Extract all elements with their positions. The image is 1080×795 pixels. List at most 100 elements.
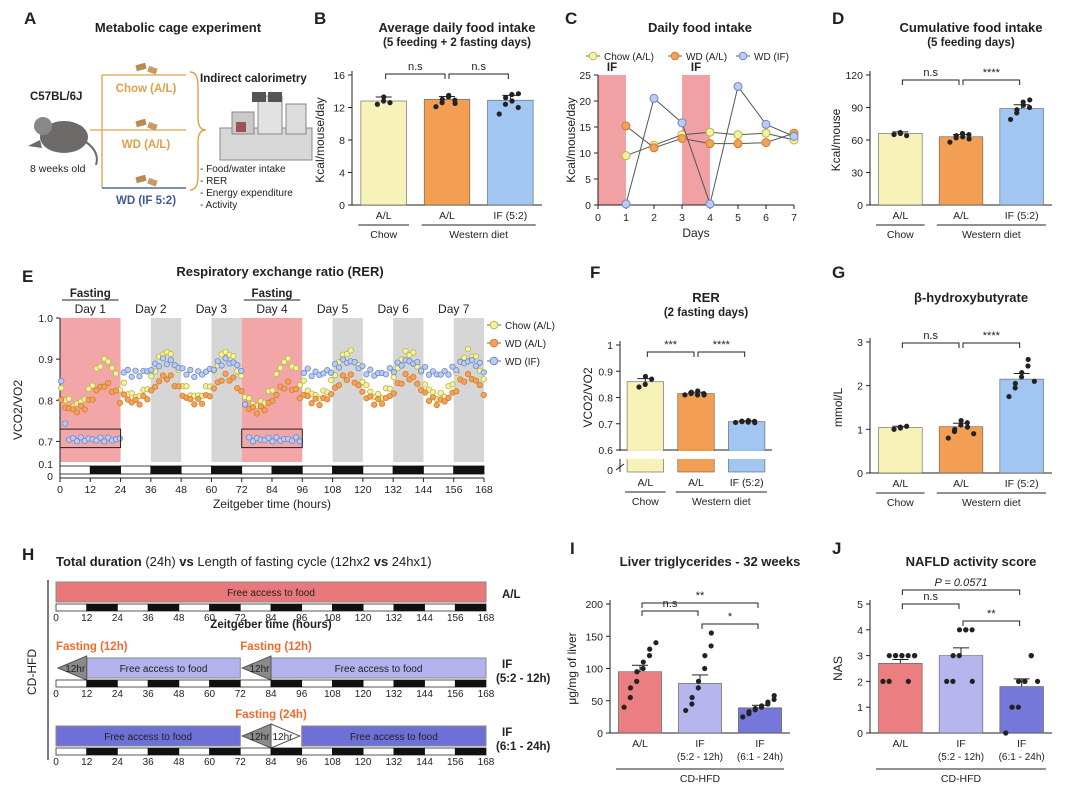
data-point [944, 678, 950, 685]
data-point [969, 627, 975, 633]
data-point [116, 399, 124, 406]
data-point [269, 387, 276, 394]
panel-B: B Average daily food intake (5 feeding + 2… [313, 9, 542, 241]
data-point [429, 368, 436, 375]
x-tick-label: 96 [296, 484, 308, 496]
light-dark-bar [362, 747, 395, 756]
measure-item: - RER [200, 176, 227, 187]
dark-phase-shade [332, 318, 363, 462]
light-dark-bar [178, 603, 210, 612]
data-point [708, 630, 714, 636]
data-point [464, 370, 472, 378]
mouse-ear [34, 117, 52, 135]
bar [999, 378, 1044, 474]
group-label: Western diet [962, 229, 1021, 241]
chart-title: RER [692, 290, 720, 305]
group-label: CD-HFD [680, 773, 721, 785]
data-point [328, 377, 335, 384]
wedge-text: 12hr [65, 664, 86, 675]
data-point [1009, 704, 1015, 710]
light-dark-bar [117, 747, 149, 756]
data-point [953, 133, 959, 139]
data-point [120, 391, 127, 398]
panel-letter: D [832, 9, 844, 28]
dark-phase-shade [150, 318, 182, 462]
strain-label: C57BL/6J [30, 91, 82, 103]
light-dark-bar [271, 465, 303, 475]
light-dark-bar [239, 603, 272, 612]
data-point [425, 371, 433, 378]
data-point [689, 694, 695, 701]
group-label: Chow [887, 229, 914, 241]
x-tick-label: 36 [143, 689, 155, 700]
data-point [1034, 678, 1041, 685]
x-tick-label: 84 [266, 484, 278, 496]
panel-letter: J [832, 539, 841, 558]
legend-marker [588, 51, 598, 61]
y-tick-label: 0 [339, 200, 345, 212]
significance-label: ** [987, 608, 996, 620]
data-point [381, 94, 387, 100]
data-point [81, 406, 88, 413]
light-dark-bar [454, 747, 487, 756]
data-point [453, 388, 460, 395]
significance-bracket [962, 620, 1021, 626]
y-tick-label: 60 [851, 135, 863, 147]
x-tick-label: 24 [112, 757, 124, 768]
data-point [292, 434, 300, 441]
light-dark-bar [301, 603, 333, 612]
significance-bracket [646, 351, 695, 357]
light-dark-bar [332, 465, 364, 475]
light-dark-bar [147, 747, 180, 756]
legend-marker [489, 356, 499, 366]
x-tick-label: 132 [386, 613, 403, 624]
light-dark-bar [55, 747, 88, 756]
x-axis-label: Days [682, 226, 709, 240]
data-point [300, 370, 307, 377]
row-sublabel: (6:1 - 24h) [496, 741, 550, 753]
data-point [402, 370, 409, 378]
significance-label: P = 0.0571 [934, 577, 987, 589]
light-dark-bar [424, 603, 456, 612]
data-point [752, 420, 758, 426]
highlight-box [59, 428, 122, 449]
data-point [187, 366, 194, 373]
data-point [761, 138, 771, 148]
data-point [1012, 380, 1018, 387]
data-point [222, 355, 229, 362]
bar [738, 707, 782, 734]
data-point [740, 714, 746, 720]
data-point [452, 100, 458, 107]
fasting-label: Fasting [70, 288, 111, 300]
data-point [77, 434, 84, 441]
data-point [476, 359, 483, 366]
data-point [335, 382, 343, 389]
data-point [69, 434, 77, 442]
significance-bracket [448, 73, 509, 79]
x-tick-label: 12 [81, 689, 93, 700]
panel-D: D Cumulative food intake (5 feeding days) 0… [829, 9, 1052, 241]
data-point [374, 101, 380, 107]
light-dark-bar [86, 747, 118, 756]
data-point [1020, 102, 1026, 108]
data-point [238, 367, 245, 375]
data-point [226, 377, 233, 384]
y-tick-label: 1 [607, 340, 613, 352]
x-tick-label: 120 [355, 689, 372, 700]
x-tick-label: A/L [439, 210, 455, 222]
y-tick-label: 0.8 [38, 395, 53, 407]
x-tick-label: 60 [206, 484, 218, 496]
light-dark-bar [301, 747, 333, 756]
x-tick-label: IF [1017, 738, 1026, 750]
x-axis-label: Zeitgeber time (hours) [213, 497, 331, 511]
significance-label: n.s [923, 67, 938, 79]
data-point [502, 101, 509, 107]
data-point [464, 345, 472, 353]
light-dark-bar [209, 603, 241, 612]
data-point [646, 653, 653, 659]
data-point [339, 356, 347, 363]
mouse-snout [28, 140, 42, 148]
group-label: Western diet [692, 496, 751, 508]
fasting-band [598, 75, 626, 205]
y-tick-label: 2 [857, 676, 863, 688]
